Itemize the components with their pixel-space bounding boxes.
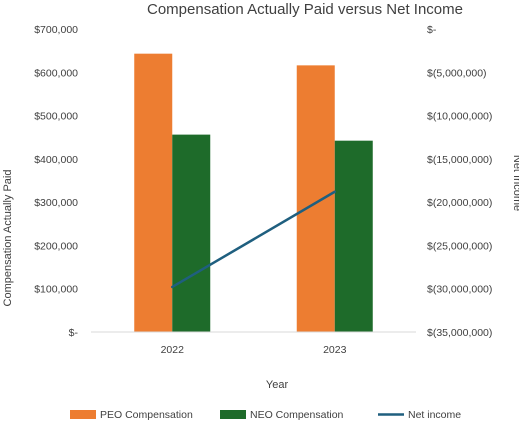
- legend-swatch: [220, 410, 246, 419]
- left-tick-label: $-: [69, 327, 79, 339]
- left-tick-label: $600,000: [34, 67, 78, 79]
- bar-peo-compensation-2022: [134, 53, 173, 333]
- net-income-line: [171, 190, 336, 289]
- left-tick-label: $200,000: [34, 240, 78, 252]
- left-tick-label: $700,000: [34, 24, 78, 36]
- legend-swatch: [70, 410, 96, 419]
- right-axis-ticks: $(35,000,000) $(30,000,000) $(25,000,000) $…: [427, 24, 492, 339]
- right-tick-label: $(20,000,000): [427, 197, 492, 209]
- left-tick-label: $500,000: [34, 111, 78, 123]
- x-tick-label: 2022: [161, 344, 185, 356]
- chart-title: Compensation Actually Paid versus Net In…: [147, 1, 463, 18]
- net-income-line-series: [171, 190, 336, 289]
- left-tick-label: $100,000: [34, 284, 78, 296]
- right-tick-label: $-: [427, 24, 437, 36]
- legend-label: PEO Compensation: [100, 409, 193, 421]
- right-tick-label: $(15,000,000): [427, 154, 492, 166]
- right-tick-label: $(10,000,000): [427, 111, 492, 123]
- right-tick-label: $(35,000,000): [427, 327, 492, 339]
- right-tick-label: $(25,000,000): [427, 240, 492, 252]
- bar-neo-compensation-2023: [334, 140, 373, 332]
- bars: [134, 53, 373, 333]
- left-tick-label: $300,000: [34, 197, 78, 209]
- x-axis-ticks: 2022 2023: [161, 344, 347, 356]
- right-tick-label: $(30,000,000): [427, 284, 492, 296]
- y2-axis-title: Net Income: [511, 155, 519, 211]
- bar-peo-compensation-2023: [296, 65, 335, 333]
- x-axis-title: Year: [266, 379, 289, 391]
- bar-neo-compensation-2022: [172, 134, 211, 332]
- legend-label: Net income: [408, 409, 461, 421]
- x-tick-label: 2023: [323, 344, 347, 356]
- right-tick-label: $(5,000,000): [427, 67, 487, 79]
- left-tick-label: $400,000: [34, 154, 78, 166]
- legend: PEO Compensation NEO Compensation Net inco…: [70, 409, 461, 421]
- legend-label: NEO Compensation: [250, 409, 344, 421]
- y-axis-title: Compensation Actually Paid: [2, 170, 14, 307]
- left-axis-ticks: $- $100,000 $200,000 $300,000 $400,000 $500,0…: [34, 24, 78, 339]
